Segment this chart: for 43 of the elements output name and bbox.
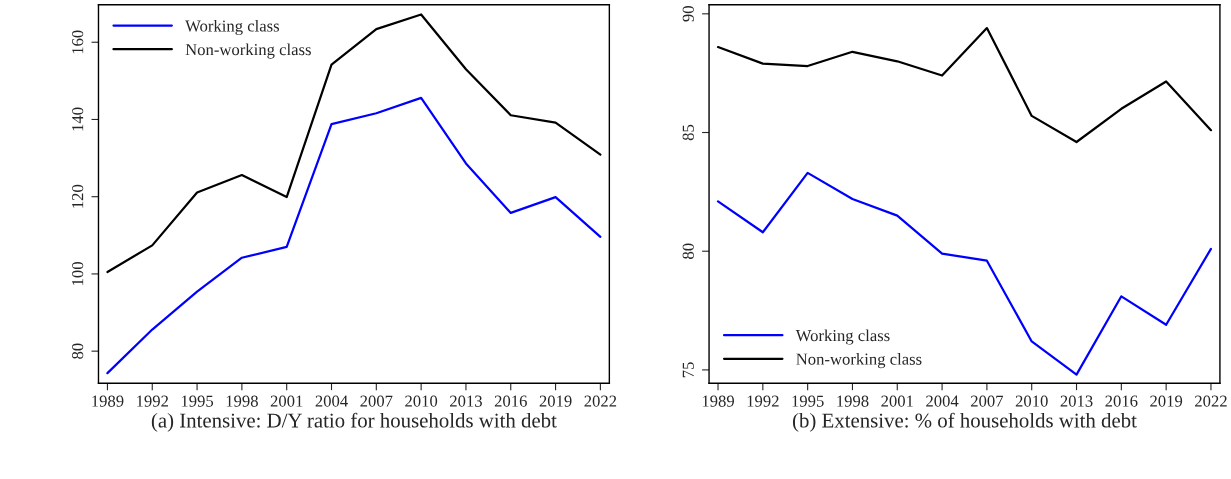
x-tick-label: 2019: [1150, 395, 1183, 407]
line-series: [716, 171, 1213, 376]
x-tick-label: 2004: [315, 395, 348, 407]
y-tick-label: 120: [72, 184, 84, 208]
line-series: [716, 26, 1213, 144]
x-tick-label: 2016: [494, 395, 527, 407]
x-tick-label: 1995: [792, 395, 824, 407]
x-tick-label: 1992: [747, 395, 779, 407]
x-tick-label: 2004: [926, 395, 959, 407]
x-tick-label: 2007: [970, 395, 1004, 407]
x-tick-label: 2013: [450, 395, 482, 407]
x-tick-label: 2007: [360, 395, 393, 407]
legend-label: Working class: [795, 329, 890, 345]
x-tick-label: 2001: [881, 395, 913, 407]
y-tick-label: 80: [682, 243, 694, 259]
y-tick-label: 140: [72, 107, 84, 131]
x-tick-label: 2019: [539, 395, 572, 407]
x-tick-label: 1989: [702, 395, 734, 407]
legend-label: Non-working class: [796, 353, 922, 369]
x-tick-label: 2016: [1105, 395, 1138, 407]
x-tick-label: 2022: [1195, 395, 1227, 407]
x-tick-label: 2010: [405, 395, 438, 407]
line-series: [106, 96, 602, 375]
x-tick-label: 2001: [270, 395, 303, 407]
x-tick-label: 1992: [137, 395, 168, 407]
x-tick-label: 1998: [226, 395, 258, 407]
y-tick-label: 100: [72, 262, 84, 285]
x-tick-label: 2013: [1060, 395, 1093, 407]
legend-label: Non-working class: [185, 43, 311, 59]
y-tick-label: 90: [682, 6, 694, 22]
x-tick-label: 2022: [584, 395, 617, 407]
x-tick-label: 1989: [92, 395, 124, 407]
line-series: [106, 13, 602, 274]
x-tick-label: 1995: [181, 395, 214, 407]
y-tick-label: 80: [72, 343, 84, 359]
legend-label: Working class: [185, 19, 280, 36]
y-tick-label: 75: [682, 362, 694, 378]
y-tick-label: 85: [682, 124, 694, 141]
y-tick-label: 160: [72, 30, 84, 54]
x-tick-label: 2010: [1015, 395, 1048, 407]
text: (a) Intensive: D/Y ratio for households with debt: [151, 412, 557, 432]
text: (b) Extensive: % of households with debt: [792, 412, 1137, 432]
x-tick-label: 1998: [837, 395, 869, 407]
